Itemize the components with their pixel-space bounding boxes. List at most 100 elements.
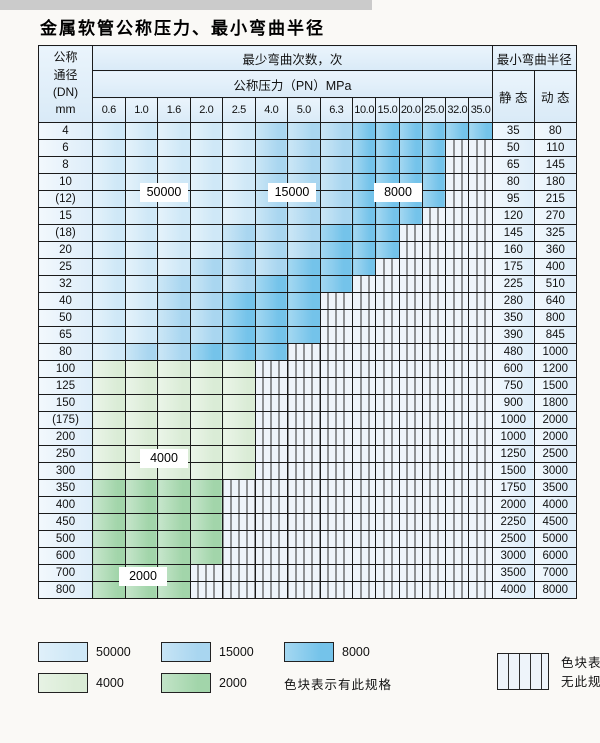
table-row: 200 1000 2000	[38, 428, 577, 446]
no-spec-cell	[445, 479, 470, 497]
no-spec-cell	[351, 309, 377, 327]
no-spec-cell	[421, 207, 447, 225]
spec-cell	[287, 241, 321, 259]
no-spec-cell	[445, 377, 470, 395]
legend-swatch	[161, 642, 211, 662]
no-spec-cell	[398, 411, 423, 429]
pressure-value-cell: 2.5	[222, 97, 256, 123]
dn-cell: 6	[38, 139, 93, 157]
spec-cell	[157, 530, 191, 548]
spec-cell	[92, 156, 126, 174]
no-spec-cell	[287, 377, 321, 395]
spec-cell	[222, 428, 256, 446]
static-radius-cell: 35	[491, 122, 535, 140]
no-spec-cell	[445, 207, 470, 225]
no-spec-cell	[375, 462, 400, 480]
spec-cell	[92, 343, 126, 361]
dn-cell: 4	[38, 122, 93, 140]
static-radius-cell: 390	[491, 326, 535, 344]
no-spec-cell	[468, 156, 493, 174]
spec-cell	[157, 139, 191, 157]
table-row: 40 280 640	[38, 292, 577, 310]
spec-cell	[222, 292, 256, 310]
table-row: (18) 145 325	[38, 224, 577, 242]
legend-swatch	[284, 642, 334, 662]
legend-item: 50000	[38, 642, 153, 662]
spec-cell	[189, 122, 223, 140]
no-spec-cell	[445, 173, 470, 191]
table-row: 500 2500 5000	[38, 530, 577, 548]
no-spec-cell	[421, 479, 447, 497]
table-row: 450 2250 4500	[38, 513, 577, 531]
spec-cell	[287, 326, 321, 344]
no-spec-cell	[421, 292, 447, 310]
spec-cell	[157, 156, 191, 174]
no-spec-cell	[468, 173, 493, 191]
pressure-value-cell: 1.0	[124, 97, 158, 123]
spec-cell	[222, 241, 256, 259]
no-spec-cell	[421, 309, 447, 327]
no-spec-cell	[222, 496, 256, 514]
dn-cell: 150	[38, 394, 93, 412]
static-radius-cell: 1000	[491, 411, 535, 429]
spec-cell	[222, 275, 256, 293]
spec-cell	[375, 207, 400, 225]
no-spec-cell	[375, 275, 400, 293]
no-spec-cell	[421, 377, 447, 395]
static-radius-cell: 80	[491, 173, 535, 191]
static-radius-cell: 480	[491, 343, 535, 361]
spec-cell	[157, 513, 191, 531]
no-spec-cell	[375, 445, 400, 463]
spec-cell	[351, 224, 377, 242]
no-spec-cell	[351, 445, 377, 463]
static-radius-cell: 120	[491, 207, 535, 225]
spec-cell	[124, 275, 158, 293]
spec-cell	[254, 139, 288, 157]
spec-cell	[319, 173, 353, 191]
dn-cell: 50	[38, 309, 93, 327]
no-spec-cell	[351, 377, 377, 395]
no-spec-cell	[375, 343, 400, 361]
spec-cell	[189, 411, 223, 429]
spec-cell	[157, 496, 191, 514]
spec-cell	[421, 122, 447, 140]
spec-cell	[287, 139, 321, 157]
spec-cell	[421, 139, 447, 157]
dn-cell: 700	[38, 564, 93, 582]
spec-cell	[124, 496, 158, 514]
spec-cell	[319, 139, 353, 157]
no-spec-cell	[351, 428, 377, 446]
pressure-value-cell: 0.6	[92, 97, 126, 123]
no-spec-cell	[375, 513, 400, 531]
no-spec-cell	[351, 343, 377, 361]
spec-cell	[124, 224, 158, 242]
table-row: 4 35 80	[38, 122, 577, 140]
spec-cell	[124, 241, 158, 259]
dynamic-radius-cell: 2000	[533, 428, 577, 446]
spec-cell	[124, 547, 158, 565]
no-spec-cell	[445, 343, 470, 361]
spec-cell	[124, 122, 158, 140]
dn-cell: (175)	[38, 411, 93, 429]
no-spec-cell	[468, 462, 493, 480]
spec-cell	[398, 156, 423, 174]
spec-cell	[222, 326, 256, 344]
spec-cell	[254, 207, 288, 225]
no-spec-cell	[445, 224, 470, 242]
dn-cell: 600	[38, 547, 93, 565]
spec-cell	[92, 292, 126, 310]
no-spec-cell	[319, 479, 353, 497]
table-row: 100 600 1200	[38, 360, 577, 378]
dynamic-radius-cell: 510	[533, 275, 577, 293]
spec-cell	[254, 156, 288, 174]
no-spec-cell	[421, 326, 447, 344]
dn-cell: 800	[38, 581, 93, 599]
spec-cell	[157, 326, 191, 344]
zone-label: 15000	[268, 183, 316, 202]
no-spec-cell	[421, 445, 447, 463]
legend-item: 2000	[161, 673, 276, 693]
static-radius-cell: 1500	[491, 462, 535, 480]
no-spec-cell	[287, 496, 321, 514]
legend-swatch	[161, 673, 211, 693]
no-spec-cell	[445, 496, 470, 514]
